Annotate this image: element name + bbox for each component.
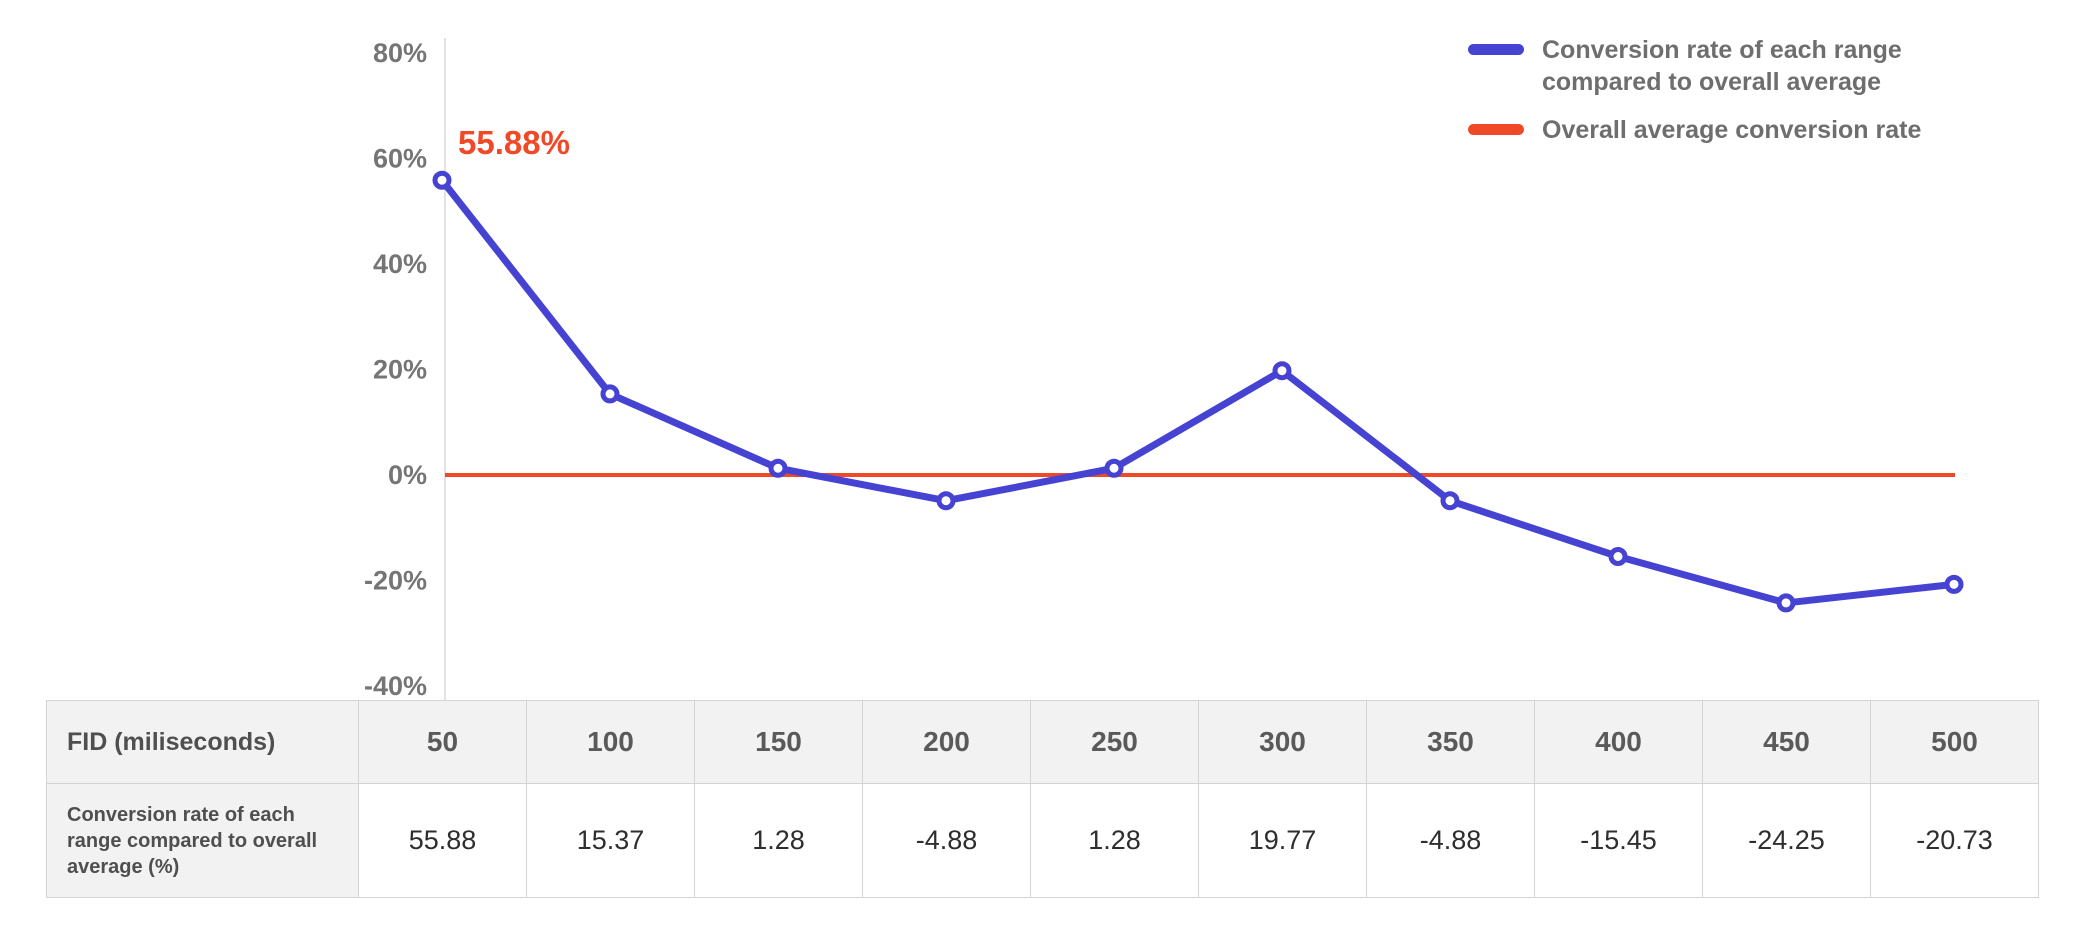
- chart-legend: Conversion rate of each range compared t…: [1468, 34, 1942, 146]
- data-point-marker: [1104, 458, 1124, 478]
- column-header: 500: [1870, 700, 2039, 784]
- column-header: 250: [1030, 700, 1199, 784]
- column-header: 200: [862, 700, 1031, 784]
- y-axis-label: 40%: [373, 249, 427, 279]
- data-table: FID (miliseconds) 50 100 150 200 250 300 350 400…: [46, 700, 2039, 898]
- value-cell: 55.88: [358, 783, 527, 898]
- column-header: 100: [526, 700, 695, 784]
- y-axis-label: 80%: [373, 38, 427, 68]
- value-cell: -15.45: [1534, 783, 1703, 898]
- row-label: Conversion rate of each range compared t…: [46, 783, 359, 898]
- table-corner-label: FID (miliseconds): [46, 700, 359, 784]
- data-point-marker: [432, 170, 452, 190]
- legend-label: Conversion rate of each range compared t…: [1542, 36, 1902, 96]
- value-cell: -4.88: [862, 783, 1031, 898]
- column-header: 150: [694, 700, 863, 784]
- column-header: 450: [1702, 700, 1871, 784]
- value-cell: 15.37: [526, 783, 695, 898]
- column-header: 350: [1366, 700, 1535, 784]
- y-axis-label: -40%: [364, 671, 427, 700]
- data-point-marker: [1944, 574, 1964, 594]
- chart-area: 80% 60% 40% 20% 0% -20% -40% 55.88% Conversion …: [364, 34, 1964, 700]
- value-cell: -4.88: [1366, 783, 1535, 898]
- legend-swatch: [1468, 44, 1524, 55]
- y-axis-label: 0%: [388, 460, 427, 490]
- data-point-marker: [768, 458, 788, 478]
- column-header: 400: [1534, 700, 1703, 784]
- legend-item: Overall average conversion rate: [1468, 114, 1942, 146]
- legend-item: Conversion rate of each range compared t…: [1468, 34, 1942, 98]
- line-chart: 80% 60% 40% 20% 0% -20% -40% 55.88%: [364, 38, 1964, 700]
- data-point-marker: [1440, 491, 1460, 511]
- value-cell: 1.28: [1030, 783, 1199, 898]
- first-point-annotation: 55.88%: [458, 124, 570, 161]
- y-axis-label: -20%: [364, 566, 427, 596]
- conversion-line: [438, 176, 1958, 607]
- column-header: 300: [1198, 700, 1367, 784]
- data-point-marker: [1272, 361, 1292, 381]
- data-point-marker: [936, 491, 956, 511]
- legend-label: Overall average conversion rate: [1542, 116, 1922, 144]
- y-axis-label: 20%: [373, 355, 427, 385]
- value-cell: -20.73: [1870, 783, 2039, 898]
- table-value-row: Conversion rate of each range compared t…: [46, 783, 2039, 898]
- value-cell: 19.77: [1198, 783, 1367, 898]
- value-cell: 1.28: [694, 783, 863, 898]
- value-cell: -24.25: [1702, 783, 1871, 898]
- data-point-marker: [1776, 593, 1796, 613]
- legend-swatch: [1468, 124, 1524, 135]
- column-header: 50: [358, 700, 527, 784]
- y-axis-label: 60%: [373, 144, 427, 174]
- data-point-marker: [1608, 546, 1628, 566]
- data-point-marker: [600, 384, 620, 404]
- table-header-row: FID (miliseconds) 50 100 150 200 250 300 350 400…: [46, 700, 2039, 784]
